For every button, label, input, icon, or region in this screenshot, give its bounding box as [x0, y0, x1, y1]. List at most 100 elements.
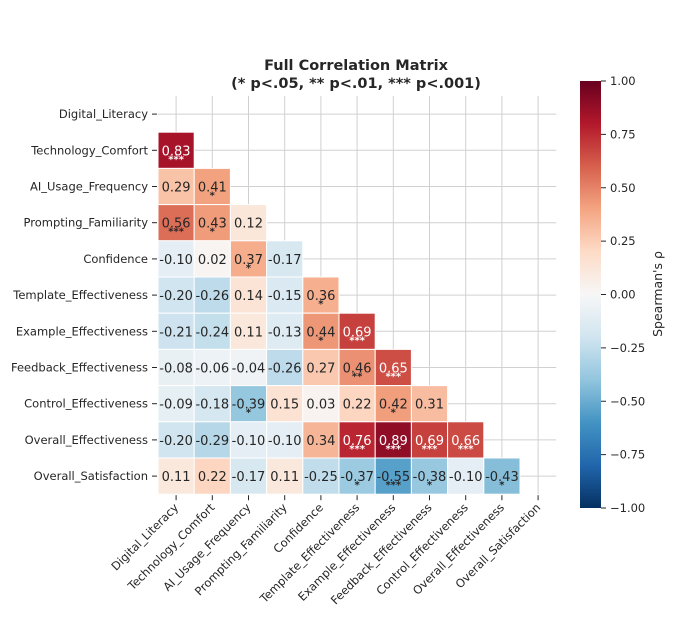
cell-significance-label: ** — [352, 372, 363, 383]
colorbar-tick-label: 0.25 — [610, 234, 636, 248]
y-tick-label: Confidence — [83, 252, 148, 266]
cell-value-label: -0.10 — [449, 470, 483, 485]
cell-significance-label: *** — [168, 154, 184, 165]
heatmap-cell — [302, 457, 340, 495]
cell-value-label: -0.13 — [268, 325, 302, 340]
cell-value-label: 0.34 — [306, 434, 335, 449]
cell-significance-label: *** — [349, 335, 365, 346]
heatmap-cell — [229, 240, 268, 278]
colorbar-tick-label: 0.00 — [610, 288, 636, 302]
cell-significance-label: *** — [168, 227, 184, 238]
y-tick-label: Example_Effectiveness — [16, 324, 148, 338]
y-axis-tick-labels: Digital_Literacy Technology_Comfort AI_Usa… — [11, 107, 157, 483]
cell-value-label: -0.21 — [159, 325, 193, 340]
cell-value-label: -0.20 — [159, 434, 193, 449]
cell-significance-label: * — [499, 480, 505, 491]
cell-significance-label: *** — [385, 480, 401, 491]
heatmap-cell — [302, 348, 340, 387]
cell-value-label: 0.56 — [162, 217, 191, 232]
heatmap-cell — [157, 312, 195, 350]
colorbar-tick-label: −0.25 — [610, 341, 645, 355]
cell-value-label: 0.02 — [198, 253, 227, 268]
heatmap-cell — [229, 421, 268, 459]
heatmap-cell — [302, 385, 340, 423]
colorbar: Spearman's ρ 1.00 0.75 0.50 0.25 0.00 −0.25 −0… — [580, 74, 665, 515]
heatmap-cell — [302, 421, 340, 459]
y-tick-label: Prompting_Familiarity — [24, 216, 149, 230]
cell-significance-label: * — [246, 263, 252, 274]
cell-value-label: 0.36 — [306, 289, 335, 304]
cell-value-label: 0.43 — [198, 217, 227, 232]
cell-value-label: 0.29 — [162, 181, 191, 196]
heatmap-cell — [157, 457, 195, 495]
cell-value-label: 0.42 — [379, 398, 408, 413]
cell-significance-label: *** — [385, 372, 401, 383]
heatmap-cell — [266, 421, 304, 459]
y-tick-label: Control_Effectiveness — [24, 397, 148, 411]
y-tick-label: Digital_Literacy — [59, 107, 148, 121]
heatmap-cell — [410, 385, 449, 423]
cell-value-label: -0.10 — [232, 434, 266, 449]
cell-value-label: -0.55 — [376, 470, 410, 485]
heatmap-cell — [447, 421, 485, 459]
heatmap-cell — [229, 457, 268, 495]
heatmap-cell — [266, 312, 304, 350]
cell-significance-label: *** — [385, 444, 401, 455]
cell-value-label: -0.09 — [159, 398, 193, 413]
cell-significance-label: *** — [422, 444, 438, 455]
cell-value-label: 0.37 — [234, 253, 263, 268]
cell-value-label: 0.44 — [306, 325, 335, 340]
cell-value-label: -0.24 — [195, 325, 229, 340]
heatmap-cell — [193, 276, 231, 314]
cell-significance-label: * — [427, 480, 433, 491]
cell-value-label: 0.27 — [306, 362, 335, 377]
heatmap-cell — [157, 348, 195, 387]
heatmap-cell — [338, 421, 376, 459]
heatmap-cell — [229, 385, 268, 423]
y-tick-label: Template_Effectiveness — [12, 288, 148, 302]
y-tick-label: Overall_Satisfaction — [34, 469, 148, 483]
cell-value-label: 0.15 — [270, 398, 299, 413]
cell-value-label: 0.69 — [343, 325, 372, 340]
cell-value-label: 0.22 — [198, 470, 227, 485]
cell-value-label: 0.65 — [379, 362, 408, 377]
cell-value-label: 0.66 — [451, 434, 480, 449]
cell-significance-label: * — [318, 299, 324, 310]
cell-value-label: 0.83 — [162, 144, 191, 159]
colorbar-tick-label: −0.50 — [610, 394, 645, 408]
cell-value-label: -0.10 — [268, 434, 302, 449]
cell-value-label: 0.22 — [343, 398, 372, 413]
cell-value-label: -0.10 — [159, 253, 193, 268]
colorbar-tick-label: 0.75 — [610, 127, 636, 141]
cell-value-label: -0.29 — [195, 434, 229, 449]
cell-value-label: -0.04 — [232, 362, 266, 377]
heatmap-cell — [229, 276, 268, 314]
y-tick-label: AI_Usage_Frequency — [30, 180, 148, 194]
colorbar-tick-label: −1.00 — [610, 501, 645, 515]
colorbar-label: Spearman's ρ — [650, 251, 665, 337]
cell-significance-label: * — [210, 191, 216, 202]
cell-value-label: -0.25 — [304, 470, 338, 485]
cell-value-label: -0.15 — [268, 289, 302, 304]
heatmap-cell — [229, 348, 268, 387]
heatmap-cell — [157, 167, 195, 206]
colorbar-gradient — [580, 81, 601, 508]
cell-value-label: -0.06 — [195, 362, 229, 377]
cell-significance-label: * — [246, 408, 252, 419]
cell-value-label: 0.31 — [415, 398, 444, 413]
cell-significance-label: *** — [349, 444, 365, 455]
cell-value-label: 0.69 — [415, 434, 444, 449]
cell-value-label: -0.37 — [340, 470, 374, 485]
chart-title-line-1: Full Correlation Matrix — [264, 58, 448, 74]
cell-value-label: -0.26 — [195, 289, 229, 304]
heatmap-cell — [266, 385, 304, 423]
heatmap-cell — [483, 457, 521, 495]
chart-title: Full Correlation Matrix (* p<.05, ** p<.… — [231, 58, 481, 92]
colorbar-tick-label: 1.00 — [610, 74, 636, 88]
heatmap-cell — [266, 240, 304, 278]
cell-value-label: -0.26 — [268, 362, 302, 377]
y-tick-label: Overall_Effectiveness — [25, 433, 148, 447]
heatmap-cell — [266, 276, 304, 314]
chart-title-line-2: (* p<.05, ** p<.01, *** p<.001) — [231, 76, 481, 92]
